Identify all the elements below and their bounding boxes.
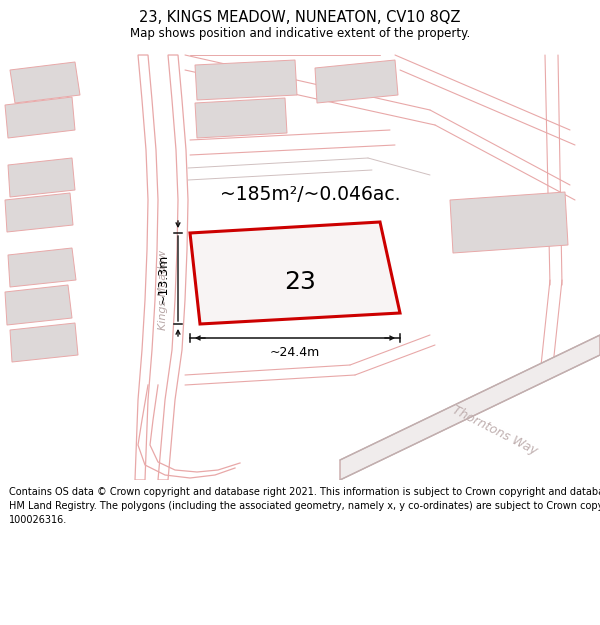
Polygon shape	[10, 62, 80, 103]
Polygon shape	[5, 285, 72, 325]
Text: 23: 23	[284, 270, 316, 294]
Polygon shape	[195, 60, 297, 100]
Polygon shape	[450, 192, 568, 253]
Text: Thorntons Way: Thorntons Way	[450, 403, 540, 457]
Polygon shape	[5, 193, 73, 232]
Text: Contains OS data © Crown copyright and database right 2021. This information is : Contains OS data © Crown copyright and d…	[9, 488, 600, 525]
Polygon shape	[190, 222, 400, 324]
Polygon shape	[10, 323, 78, 362]
Polygon shape	[195, 98, 287, 138]
Polygon shape	[5, 97, 75, 138]
Text: ~24.4m: ~24.4m	[270, 346, 320, 359]
Polygon shape	[315, 60, 398, 103]
Polygon shape	[8, 248, 76, 287]
Text: ~13.3m: ~13.3m	[157, 253, 170, 304]
Polygon shape	[158, 55, 188, 480]
Text: Kings Meadow: Kings Meadow	[158, 250, 168, 330]
Text: 23, KINGS MEADOW, NUNEATON, CV10 8QZ: 23, KINGS MEADOW, NUNEATON, CV10 8QZ	[139, 10, 461, 25]
Polygon shape	[8, 158, 75, 197]
Text: ~185m²/~0.046ac.: ~185m²/~0.046ac.	[220, 186, 400, 204]
Text: Map shows position and indicative extent of the property.: Map shows position and indicative extent…	[130, 27, 470, 40]
Polygon shape	[135, 55, 158, 480]
Polygon shape	[340, 335, 600, 480]
